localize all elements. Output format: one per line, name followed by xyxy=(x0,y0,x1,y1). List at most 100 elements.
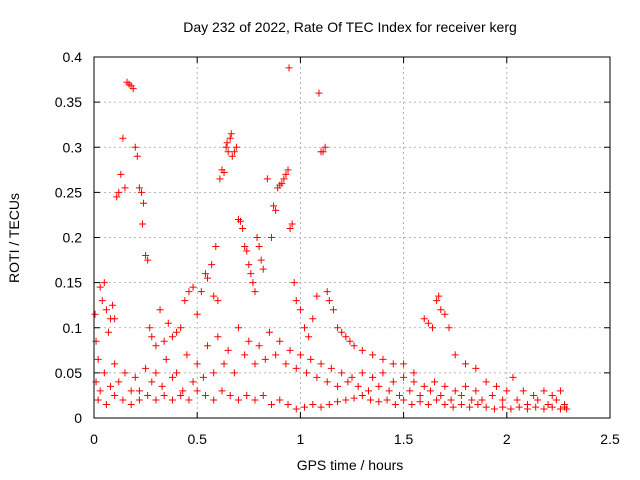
data-point xyxy=(433,297,441,305)
data-point xyxy=(400,360,408,368)
data-point xyxy=(263,175,271,183)
data-point xyxy=(305,333,313,341)
data-point xyxy=(201,391,209,399)
data-point xyxy=(313,373,321,381)
data-point xyxy=(323,378,331,386)
data-point xyxy=(226,134,234,142)
data-point xyxy=(113,193,121,201)
data-point xyxy=(223,139,231,147)
data-point xyxy=(214,333,222,341)
data-point xyxy=(334,382,342,390)
data-point xyxy=(268,234,276,241)
data-point xyxy=(137,188,145,196)
x-tick-label: 1.5 xyxy=(394,431,414,447)
data-point xyxy=(237,217,245,225)
data-point xyxy=(152,396,160,404)
data-point xyxy=(285,64,293,72)
data-point xyxy=(334,398,342,406)
data-point xyxy=(358,369,366,377)
data-point xyxy=(400,373,408,381)
data-point xyxy=(424,319,432,327)
data-point xyxy=(121,369,129,377)
data-point xyxy=(241,351,249,359)
data-point xyxy=(245,337,253,345)
data-point xyxy=(109,301,117,309)
data-point xyxy=(548,391,556,399)
data-point xyxy=(253,234,261,241)
data-point xyxy=(239,224,247,232)
data-point xyxy=(251,288,259,296)
data-point xyxy=(224,148,232,156)
data-point xyxy=(441,310,449,318)
data-point xyxy=(369,373,377,381)
data-point xyxy=(181,297,189,305)
data-point xyxy=(515,403,523,411)
data-point xyxy=(189,378,197,386)
data-point xyxy=(220,169,228,177)
data-point xyxy=(107,382,115,390)
data-point xyxy=(457,391,465,399)
data-point xyxy=(315,89,323,97)
data-point xyxy=(462,382,470,390)
data-point xyxy=(210,396,218,404)
data-point xyxy=(146,324,154,332)
data-point xyxy=(152,342,160,350)
x-axis-label: GPS time / hours xyxy=(297,457,404,473)
data-point xyxy=(115,378,123,386)
data-point xyxy=(127,400,135,408)
data-point xyxy=(447,396,455,404)
data-point xyxy=(503,387,511,395)
grid-lines xyxy=(94,57,610,418)
data-point xyxy=(179,387,187,395)
x-tick-label: 0 xyxy=(90,431,98,447)
data-point xyxy=(255,342,263,350)
data-point xyxy=(561,403,569,411)
data-point xyxy=(183,351,191,359)
data-point xyxy=(292,297,300,305)
data-point xyxy=(282,360,290,368)
y-tick-label: 0.25 xyxy=(55,184,82,200)
data-point xyxy=(259,391,267,399)
data-point xyxy=(437,391,445,399)
data-point xyxy=(472,387,480,395)
data-point xyxy=(350,394,358,402)
data-point xyxy=(408,400,416,408)
data-point xyxy=(127,387,135,395)
data-point xyxy=(385,387,393,395)
data-point xyxy=(276,337,284,345)
data-point xyxy=(160,391,168,399)
data-point xyxy=(135,184,143,192)
plot-frame xyxy=(93,56,611,419)
data-point xyxy=(189,283,197,291)
x-tick-label: 1 xyxy=(297,431,305,447)
data-point xyxy=(228,152,236,160)
data-point xyxy=(255,243,263,251)
data-point xyxy=(342,333,350,341)
data-point xyxy=(135,396,143,404)
data-point xyxy=(400,396,408,404)
data-point xyxy=(391,400,399,408)
data-point xyxy=(232,143,240,151)
data-point xyxy=(204,342,212,350)
data-point xyxy=(451,351,459,359)
data-point xyxy=(199,373,207,381)
data-point xyxy=(490,405,498,413)
data-point xyxy=(216,175,224,183)
data-point xyxy=(329,306,337,314)
y-tick-label: 0 xyxy=(74,410,82,426)
data-point xyxy=(449,403,457,411)
data-point xyxy=(296,351,304,359)
data-point xyxy=(509,373,517,381)
data-point xyxy=(354,382,362,390)
data-point xyxy=(416,391,424,399)
data-point xyxy=(98,297,106,305)
data-point xyxy=(96,387,104,395)
data-point xyxy=(437,306,445,314)
data-point xyxy=(441,382,449,390)
data-point xyxy=(389,360,397,368)
data-point xyxy=(91,310,99,318)
data-point xyxy=(307,355,315,363)
data-point xyxy=(212,243,220,251)
data-point xyxy=(201,270,209,278)
data-point xyxy=(433,396,441,404)
